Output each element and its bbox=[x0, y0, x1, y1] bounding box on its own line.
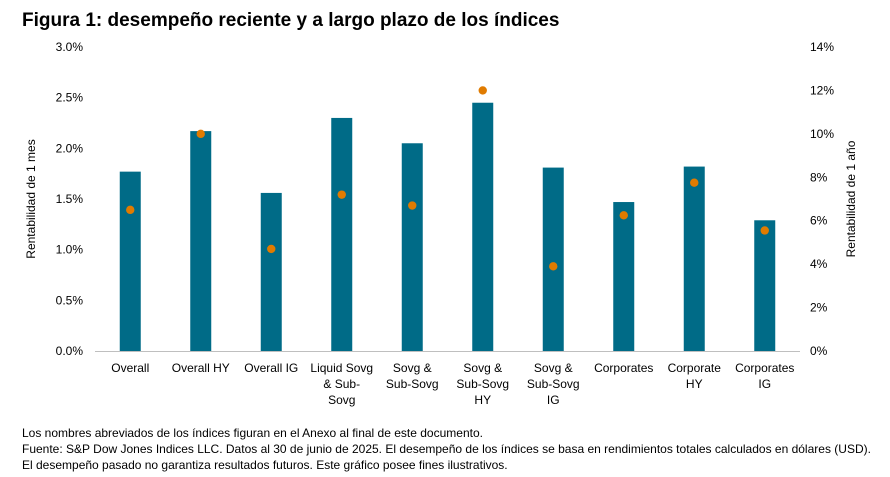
y-tick-label: 2.0% bbox=[56, 141, 84, 155]
scatter-point bbox=[267, 244, 276, 254]
x-tick-label: Overall bbox=[111, 361, 149, 375]
y-tick-label: 3.0% bbox=[56, 40, 84, 54]
chart-notes: Los nombres abreviados de los índices fi… bbox=[22, 425, 872, 473]
note-abbreviations: Los nombres abreviados de los índices fi… bbox=[22, 426, 483, 440]
x-tick-label: IG bbox=[758, 377, 771, 391]
x-tick-label: Sub-Sovg bbox=[527, 377, 580, 391]
scatter-point bbox=[126, 205, 135, 215]
x-tick-label: Sub-Sovg bbox=[386, 377, 439, 391]
x-tick-label: Overall HY bbox=[172, 361, 230, 375]
y2-tick-label: 10% bbox=[810, 127, 834, 141]
y2-tick-label: 2% bbox=[810, 301, 828, 315]
y-tick-label: 0.5% bbox=[56, 293, 84, 307]
x-tick-label: Corporates bbox=[594, 361, 653, 375]
x-tick-label: Liquid Sovg bbox=[310, 361, 373, 375]
scatter-point bbox=[408, 201, 417, 210]
y-tick-label: 0.0% bbox=[56, 344, 84, 358]
scatter-point bbox=[619, 211, 628, 220]
bar bbox=[754, 220, 776, 351]
y2-tick-label: 14% bbox=[810, 40, 834, 54]
x-tick-label: Sovg bbox=[328, 393, 355, 407]
x-tick-label: HY bbox=[474, 393, 491, 407]
bar bbox=[472, 102, 494, 351]
bar bbox=[260, 192, 282, 351]
chart: 0.0% 0.5% 1.0% 1.5% 2.0% 2.5% 3.0% 0% 2% 4% 6% 8% 10… bbox=[24, 40, 858, 407]
x-tick-label: Corporates bbox=[735, 361, 794, 375]
bar bbox=[542, 167, 564, 351]
scatter-point bbox=[690, 178, 699, 187]
bar bbox=[401, 143, 423, 351]
bar bbox=[683, 166, 705, 351]
x-tick-label: Overall IG bbox=[244, 361, 298, 375]
x-tick-label: IG bbox=[547, 393, 560, 407]
bar bbox=[119, 171, 141, 351]
scatter-point bbox=[196, 129, 205, 139]
note-source: Fuente: S&P Dow Jones Indices LLC. Datos… bbox=[22, 442, 871, 472]
scatter-point bbox=[337, 190, 346, 199]
x-tick-label: Corporate bbox=[668, 361, 722, 375]
x-tick-label: Sovg & bbox=[534, 361, 573, 375]
y-axis-title: Rentabilidad de 1 mes bbox=[24, 139, 38, 258]
x-tick-label: Sovg & bbox=[393, 361, 432, 375]
scatter-point bbox=[478, 86, 487, 95]
bar bbox=[331, 117, 353, 351]
bar bbox=[190, 131, 212, 351]
y2-tick-label: 6% bbox=[810, 214, 828, 228]
y2-tick-label: 0% bbox=[810, 344, 828, 358]
x-tick-label: & Sub- bbox=[323, 377, 360, 391]
y-tick-label: 1.5% bbox=[56, 192, 84, 206]
y-tick-label: 1.0% bbox=[56, 243, 84, 257]
y2-tick-label: 4% bbox=[810, 257, 828, 271]
bar bbox=[613, 202, 635, 351]
chart-title: Figura 1: desempeño reciente y a largo p… bbox=[22, 10, 560, 31]
scatter-point bbox=[549, 262, 558, 271]
y2-axis-title: Rentabilidad de 1 año bbox=[844, 140, 858, 257]
y2-tick-label: 12% bbox=[810, 83, 834, 97]
y2-tick-label: 8% bbox=[810, 170, 828, 184]
x-tick-label: Sub-Sovg bbox=[456, 377, 509, 391]
x-tick-label: Sovg & bbox=[463, 361, 502, 375]
y-tick-label: 2.5% bbox=[56, 91, 84, 105]
scatter-point bbox=[760, 226, 769, 235]
x-tick-label: HY bbox=[686, 377, 703, 391]
